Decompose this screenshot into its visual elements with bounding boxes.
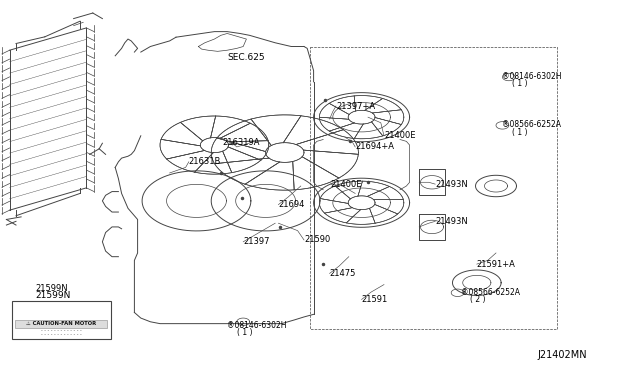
Text: 21590: 21590 [304, 235, 330, 244]
Text: ®08566-6252A: ®08566-6252A [461, 288, 520, 296]
Text: SEC.625: SEC.625 [227, 53, 265, 62]
Text: ( 1 ): ( 1 ) [512, 79, 527, 88]
FancyBboxPatch shape [15, 320, 107, 328]
Text: 21400E: 21400E [384, 131, 415, 140]
Text: 21591: 21591 [362, 295, 388, 304]
Text: ®08566-6252A: ®08566-6252A [502, 120, 561, 129]
Text: 21400E: 21400E [331, 180, 362, 189]
Text: ( 2 ): ( 2 ) [470, 295, 486, 304]
Text: ⚠ CAUTION-FAN MOTOR: ⚠ CAUTION-FAN MOTOR [26, 321, 97, 326]
Text: 21493N: 21493N [435, 180, 468, 189]
Text: - - - - - - - - - - - - -: - - - - - - - - - - - - - [41, 332, 82, 337]
Text: ®08146-6302H: ®08146-6302H [227, 321, 287, 330]
Text: ( 1 ): ( 1 ) [512, 128, 527, 137]
Text: ®08146-6302H: ®08146-6302H [502, 72, 562, 81]
FancyBboxPatch shape [12, 301, 111, 339]
Text: 21493N: 21493N [435, 217, 468, 226]
Text: 21397+A: 21397+A [336, 102, 375, 110]
Text: ( 1 ): ( 1 ) [237, 328, 252, 337]
Text: 21694+A: 21694+A [355, 142, 394, 151]
Text: 216319A: 216319A [223, 138, 260, 147]
Text: 21599N: 21599N [35, 284, 68, 293]
Text: 21475: 21475 [330, 269, 356, 278]
Text: - - - - - - - - - - - - -: - - - - - - - - - - - - - [41, 328, 82, 333]
Text: 21631B: 21631B [189, 157, 221, 166]
Text: 21694: 21694 [278, 200, 305, 209]
Text: 21599N: 21599N [35, 291, 70, 300]
Text: 21591+A: 21591+A [477, 260, 516, 269]
Text: J21402MN: J21402MN [538, 350, 588, 360]
Text: 21397: 21397 [243, 237, 269, 246]
